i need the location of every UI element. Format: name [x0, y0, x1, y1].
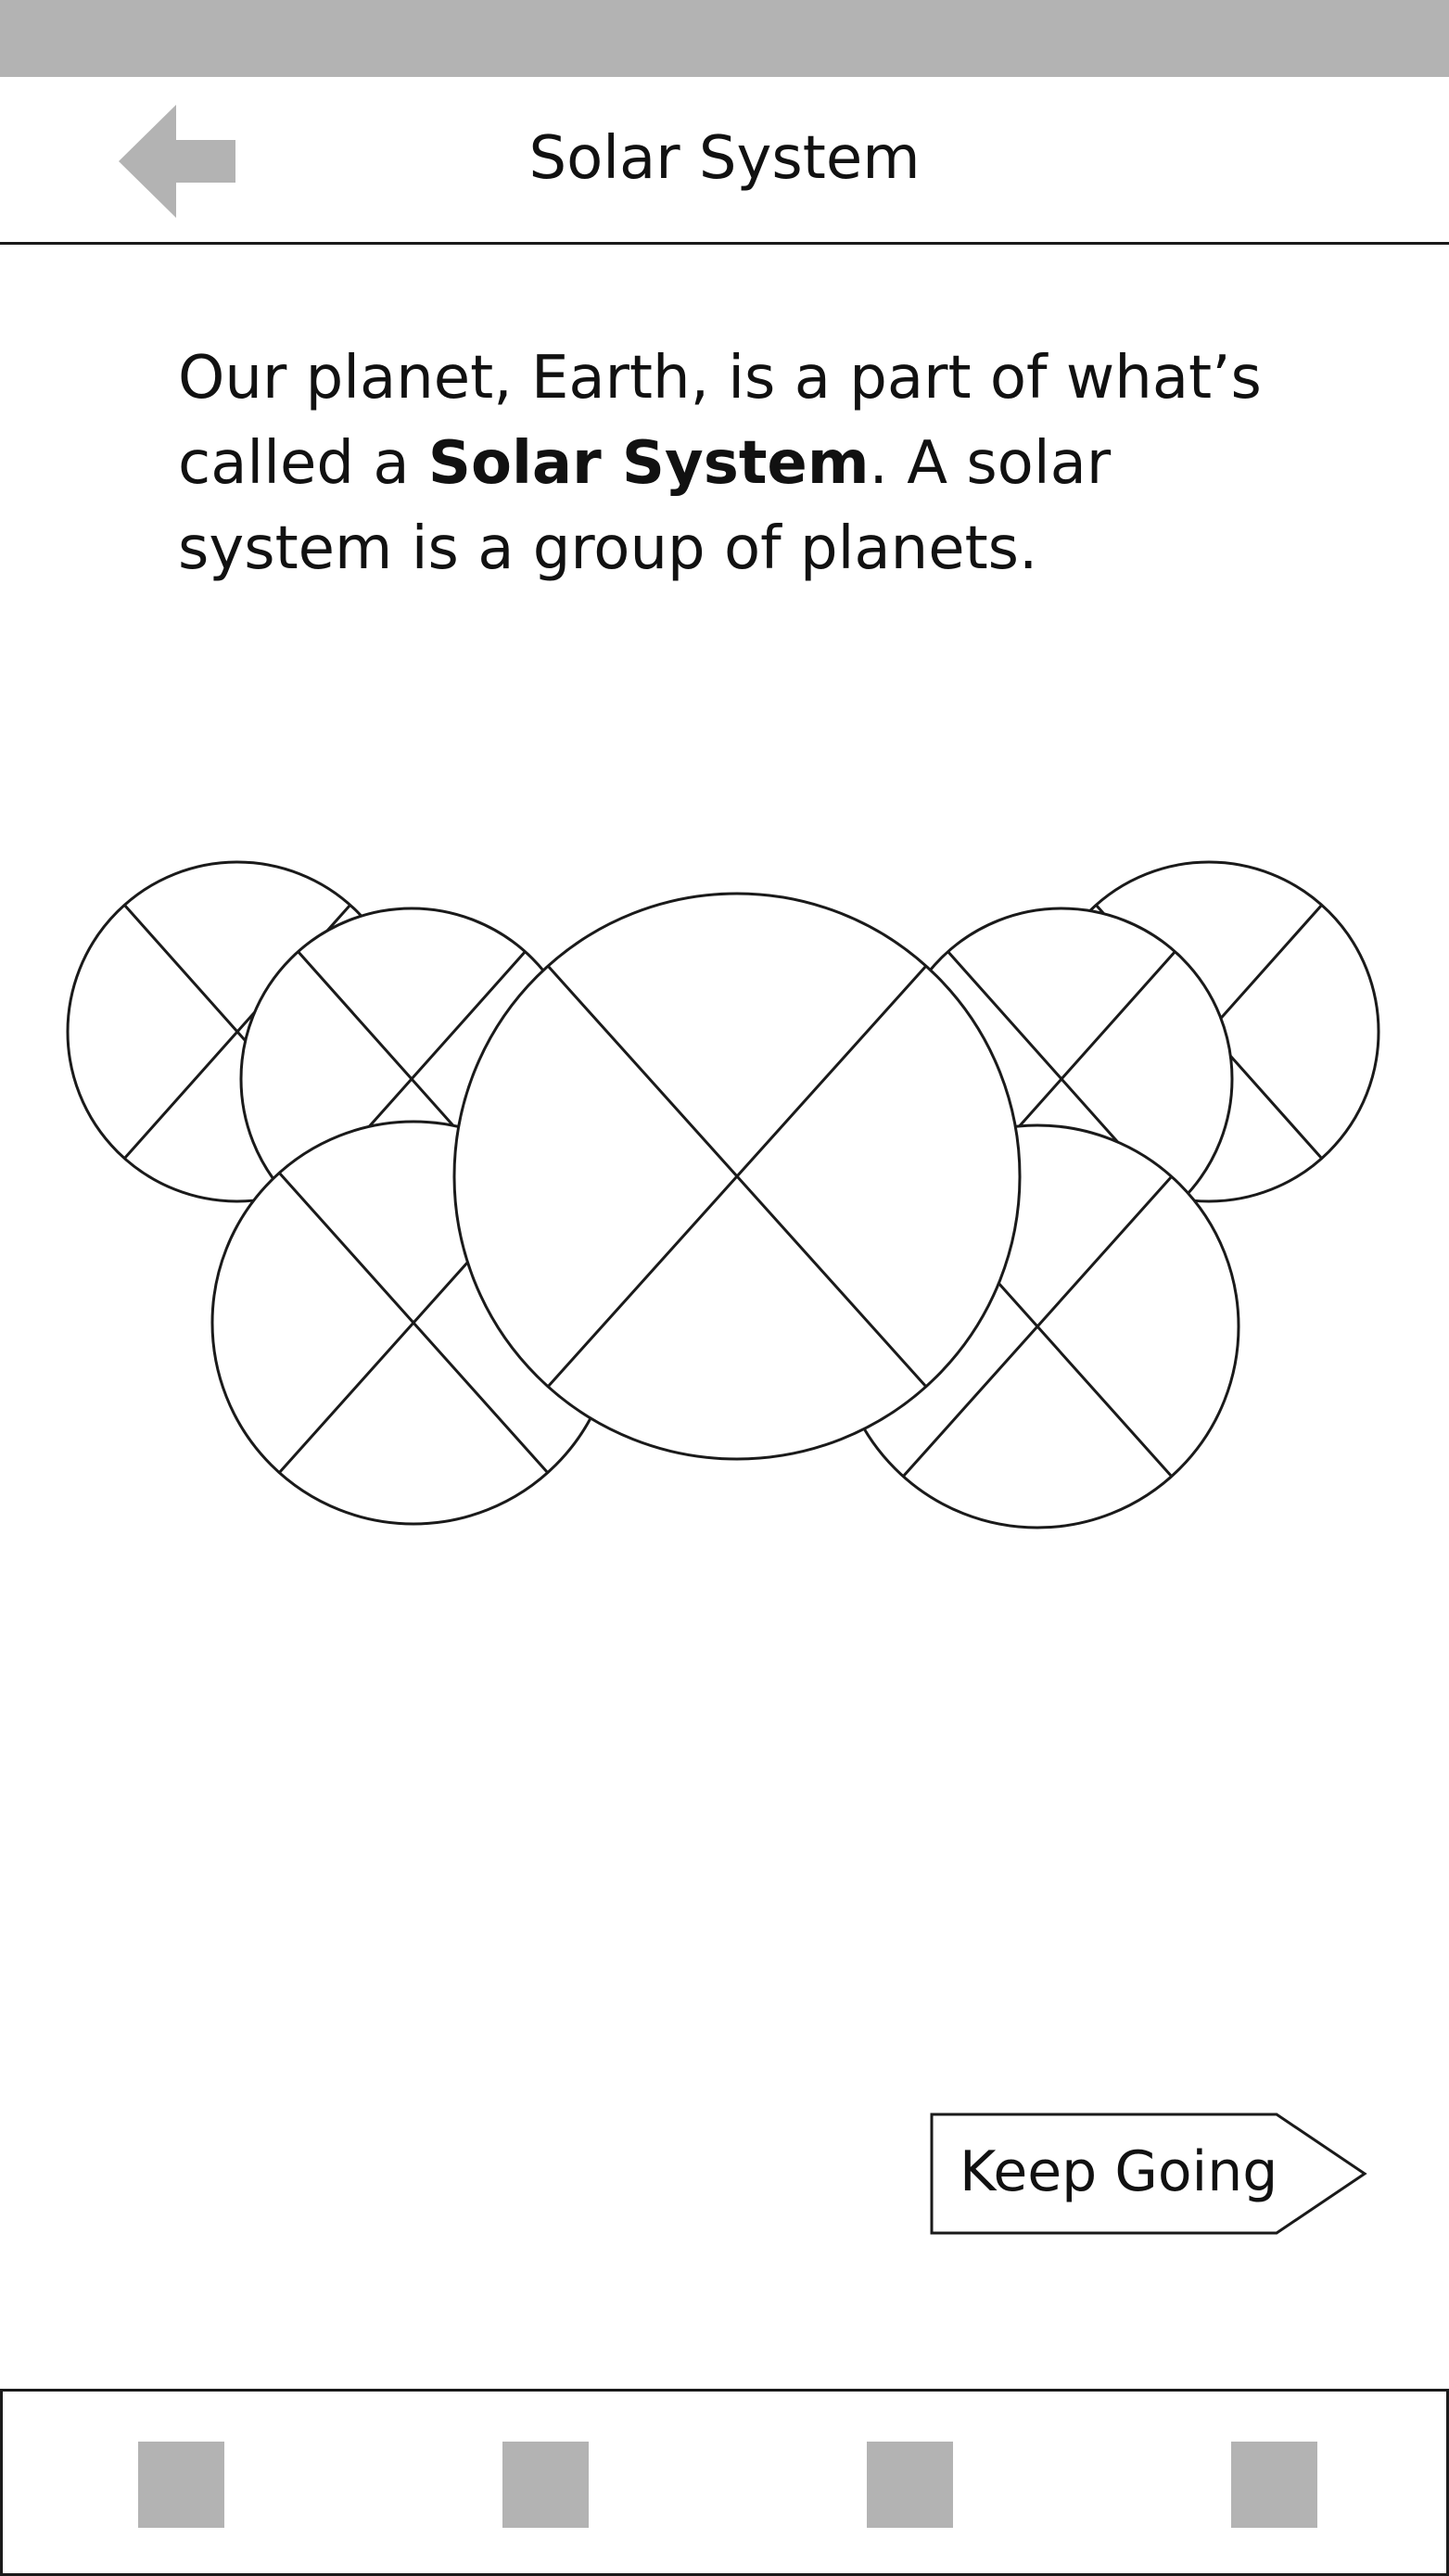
header: Solar System [0, 77, 1449, 245]
back-button[interactable] [119, 105, 235, 218]
nav-tab-4[interactable] [1231, 2442, 1317, 2528]
nav-tab-3[interactable] [867, 2442, 953, 2528]
intro-text-start: Our planet, Earth, is a part of what’s c… [178, 344, 1262, 498]
keep-going-button[interactable]: Keep Going [930, 2113, 1367, 2235]
bottom-nav [0, 2389, 1449, 2576]
nav-tab-2[interactable] [502, 2442, 589, 2528]
solar-system-illustration [66, 860, 1380, 1529]
arrow-right-shape [930, 2113, 1367, 2235]
page-title: Solar System [528, 124, 921, 193]
arrow-left-icon [119, 105, 235, 218]
intro-text-end: . A solar system is a group of planets. [178, 429, 1112, 583]
intro-text: Our planet, Earth, is a part of what’s c… [178, 336, 1337, 591]
keep-going-label: Keep Going [960, 2139, 1278, 2204]
solar-system-term: Solar System [427, 429, 870, 498]
image-placeholder-sun [452, 892, 1022, 1461]
nav-tab-1[interactable] [138, 2442, 224, 2528]
status-bar [0, 0, 1449, 77]
